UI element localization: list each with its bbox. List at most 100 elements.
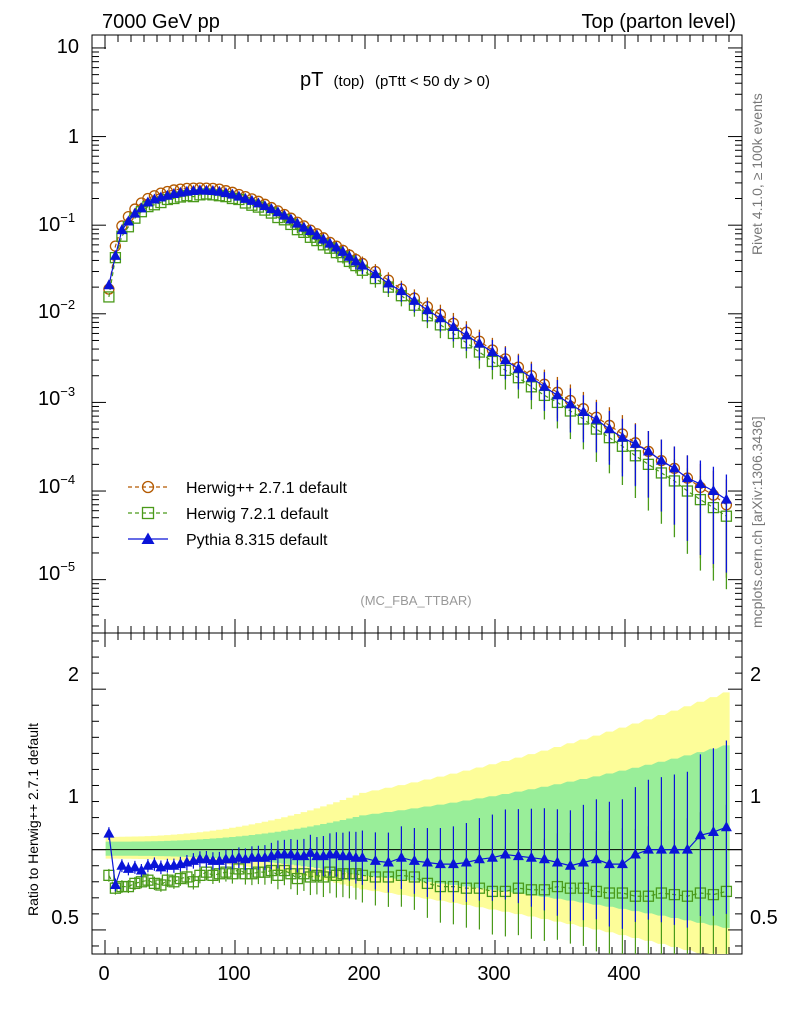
data-point-pythia xyxy=(577,405,589,416)
data-point-pythia xyxy=(382,277,394,288)
main-y-tick-label: 10 xyxy=(57,36,79,58)
data-point-pythia xyxy=(311,229,323,240)
side-label-mcplots: mcplots.cern.ch [arXiv:1306.3436] xyxy=(749,416,765,628)
ratio-point-pythia xyxy=(343,850,355,861)
data-point-pythia xyxy=(473,337,485,348)
ratio-point-pythia xyxy=(577,856,589,867)
legend: Herwig++ 2.7.1 default Herwig 7.2.1 defa… xyxy=(128,480,348,549)
data-point-pythia xyxy=(434,312,446,323)
data-point-pythia xyxy=(694,478,706,489)
axes-layer xyxy=(91,35,743,954)
series-line-pythia xyxy=(108,189,727,501)
data-point-pythia xyxy=(590,413,602,424)
ratio-point-pythia xyxy=(499,848,511,859)
ratio-point-pythia xyxy=(512,850,524,861)
main-y-tick-label: 10−5 xyxy=(38,559,75,585)
ratio-point-pythia xyxy=(590,853,602,864)
data-point-pythia xyxy=(109,249,121,260)
ratio-point-pythia xyxy=(148,858,160,869)
ratio-point-herwig7 xyxy=(129,877,141,890)
ratio-point-pythia xyxy=(109,878,121,889)
data-point-pythia xyxy=(337,245,349,256)
ratio-point-pythia xyxy=(135,864,147,875)
ratio-point-pythia xyxy=(720,821,732,832)
data-point-pythia xyxy=(668,462,680,473)
main-y-tick-label: 10−1 xyxy=(38,210,75,236)
data-point-pythia xyxy=(122,215,134,226)
ratio-y-tick-label-right: 2 xyxy=(750,664,761,686)
ratio-y-axis-label: Ratio to Herwig++ 2.7.1 default xyxy=(25,723,41,916)
ratio-point-pythia xyxy=(285,848,297,859)
main-data-layer xyxy=(103,182,733,590)
ratio-point-pythia xyxy=(356,851,368,862)
ratio-point-pythia xyxy=(103,827,115,838)
data-point-pythia xyxy=(207,185,219,196)
ratio-point-herwig7 xyxy=(174,872,187,885)
x-tick-label: 400 xyxy=(607,963,640,985)
data-point-pythia xyxy=(298,221,310,232)
series-line-herwig7 xyxy=(108,193,727,517)
ratio-point-pythia xyxy=(707,826,719,837)
legend-label-herwig7: Herwig 7.2.1 default xyxy=(186,506,329,523)
ratio-point-pythia xyxy=(330,848,342,859)
legend-marker-herwigpp xyxy=(141,480,155,494)
data-point-pythia xyxy=(447,320,459,331)
plot-title-main: pT xyxy=(300,69,323,91)
data-point-pythia xyxy=(525,371,537,382)
data-point-pythia xyxy=(252,197,264,208)
data-point-pythia xyxy=(603,423,615,434)
data-point-pythia xyxy=(239,192,251,203)
data-point-pythia xyxy=(408,294,420,305)
ratio-y-tick-label-left: 2 xyxy=(68,664,79,686)
ratio-band-inner xyxy=(105,745,730,928)
main-y-tick-label: 10−4 xyxy=(38,472,75,498)
data-point-pythia xyxy=(642,445,654,456)
data-point-pythia xyxy=(421,304,433,315)
ratio-data-layer xyxy=(92,692,742,954)
data-point-pythia xyxy=(324,237,336,248)
ratio-point-herwig7 xyxy=(304,871,317,883)
ratio-point-pythia xyxy=(629,848,641,859)
main-y-tick-label: 1 xyxy=(68,126,79,148)
ratio-point-pythia xyxy=(616,858,628,869)
legend-marker-herwig7 xyxy=(141,506,155,520)
data-point-pythia xyxy=(460,329,472,340)
ratio-y-tick-label-left: 1 xyxy=(68,786,79,808)
ratio-y-tick-label-right: 0.5 xyxy=(750,907,778,929)
x-tick-label: 200 xyxy=(347,963,380,985)
ratio-point-herwig7 xyxy=(148,877,161,890)
ratio-point-pythia xyxy=(564,859,576,870)
header-right: Top (parton level) xyxy=(581,11,736,33)
data-point-pythia xyxy=(551,389,563,400)
analysis-id: (MC_FBA_TTBAR) xyxy=(360,593,471,608)
ratio-point-pythia xyxy=(200,853,212,864)
ratio-point-herwig7 xyxy=(122,880,135,893)
ratio-point-pythia xyxy=(129,861,141,872)
data-point-pythia xyxy=(129,207,141,218)
ratio-y-ticks: 2 1 0.5 2 1 0.5 xyxy=(51,664,778,929)
data-point-pythia xyxy=(259,200,271,211)
data-point-pythia xyxy=(226,188,238,199)
ratio-point-herwig7 xyxy=(207,869,219,882)
data-point-pythia xyxy=(369,268,381,279)
data-point-pythia xyxy=(499,354,511,365)
main-y-tick-label: 10−2 xyxy=(38,297,75,323)
ratio-point-pythia xyxy=(538,853,550,864)
data-point-pythia xyxy=(681,472,693,483)
ratio-point-pythia xyxy=(116,859,128,870)
ratio-point-pythia xyxy=(304,846,316,857)
data-point-pythia xyxy=(103,279,115,290)
ratio-point-pythia xyxy=(642,843,654,854)
data-point-pythia xyxy=(278,209,290,220)
data-point-pythia xyxy=(616,431,628,442)
data-point-pythia xyxy=(330,241,342,252)
ratio-y-tick-label-left: 0.5 xyxy=(51,907,79,929)
data-point-pythia xyxy=(233,190,245,201)
ratio-point-pythia xyxy=(434,858,446,869)
ratio-point-herwig7 xyxy=(194,869,206,882)
header-left: 7000 GeV pp xyxy=(102,11,220,33)
ratio-point-pythia xyxy=(421,856,433,867)
ratio-point-herwig7 xyxy=(168,876,180,888)
data-point-pythia xyxy=(720,493,732,504)
